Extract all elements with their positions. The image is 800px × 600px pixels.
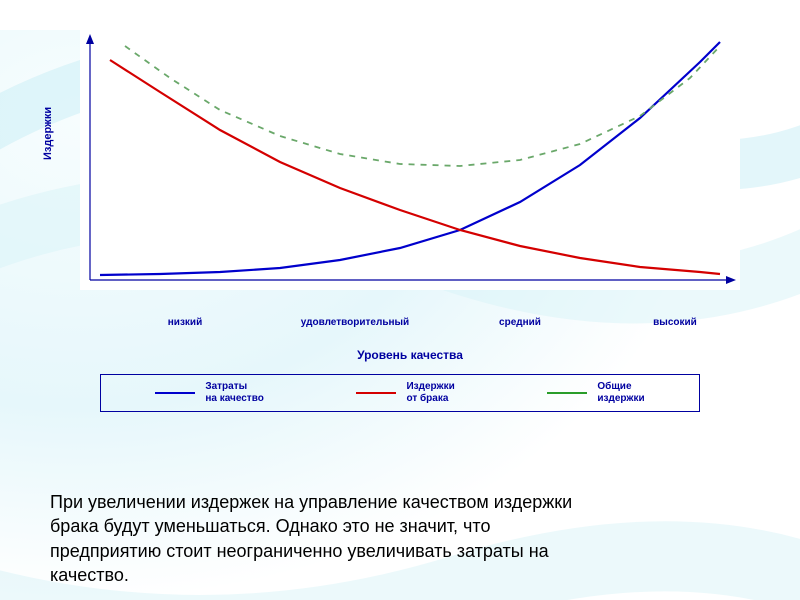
legend-item: Затраты на качество	[155, 381, 264, 405]
legend-label: Затраты на качество	[205, 381, 264, 405]
legend-swatch	[155, 392, 195, 394]
x-tick-label: низкий	[168, 317, 202, 328]
x-tick-label: удовлетворительный	[301, 317, 409, 328]
y-axis-arrow	[86, 34, 94, 44]
x-tick-label: высокий	[653, 317, 697, 328]
legend-item: Издержки от брака	[356, 381, 454, 405]
y-axis-label: Издержки	[42, 107, 54, 160]
legend-label: Издержки от брака	[406, 381, 454, 405]
series-2	[125, 46, 720, 166]
chart-canvas	[80, 30, 740, 290]
x-axis-arrow	[726, 276, 736, 284]
legend-label: Общие издержки	[597, 381, 644, 405]
x-tick-label: средний	[499, 317, 541, 328]
series-0	[100, 42, 720, 275]
series-1	[110, 60, 720, 274]
description-paragraph: При увеличении издержек на управление ка…	[50, 490, 750, 587]
legend-swatch	[547, 392, 587, 394]
legend-swatch	[356, 392, 396, 394]
legend-item: Общие издержки	[547, 381, 644, 405]
cost-quality-chart: Издержки низкийудовлетворительныйсредний…	[80, 30, 740, 310]
x-axis-label: Уровень качества	[80, 348, 740, 362]
chart-legend: Затраты на качество Издержки от брака Общи…	[100, 374, 700, 412]
